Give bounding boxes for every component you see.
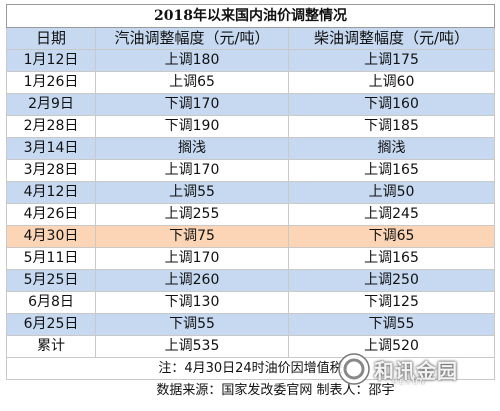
row-diesel: 上调250 xyxy=(288,269,495,292)
row-date: 1月12日 xyxy=(6,49,96,72)
row-date: 3月14日 xyxy=(6,137,96,160)
row-gasoline: 上调180 xyxy=(95,49,289,72)
table-row: 3月14日 搁浅 搁浅 xyxy=(6,137,495,160)
row-gasoline: 下调130 xyxy=(95,291,289,314)
header-row: 日期 汽油调整幅度（元/吨） 柴油调整幅度（元/吨） xyxy=(6,27,495,50)
table-row: 1月26日 上调65 上调60 xyxy=(6,71,495,94)
row-gasoline: 下调190 xyxy=(95,115,289,138)
row-diesel: 下调65 xyxy=(288,225,495,248)
table-row: 5月25日 上调260 上调250 xyxy=(6,269,495,292)
row-diesel: 上调245 xyxy=(288,203,495,226)
row-date: 3月28日 xyxy=(6,159,96,182)
row-gasoline: 上调170 xyxy=(95,247,289,270)
row-diesel: 下调125 xyxy=(288,291,495,314)
table-row: 2月9日 下调170 下调160 xyxy=(6,93,495,116)
row-diesel: 下调185 xyxy=(288,115,495,138)
row-date: 6月25日 xyxy=(6,313,96,336)
row-gasoline: 下调55 xyxy=(95,313,289,336)
row-diesel: 上调60 xyxy=(288,71,495,94)
row-gasoline: 下调170 xyxy=(95,93,289,116)
table-row: 3月28日 上调170 上调165 xyxy=(6,159,495,182)
data-source: 数据来源：国家发改委官网 制表人：邵宇 xyxy=(156,383,395,398)
table-row: 5月11日 上调170 上调165 xyxy=(6,247,495,270)
oil-price-table-sheet: 2018年以来国内油价调整情况 日期 汽油调整幅度（元/吨） 柴油调整幅度（元/… xyxy=(6,4,495,407)
table-body: 1月12日 上调180 上调175 1月26日 上调65 上调60 2月9日 下调170 下调1… xyxy=(6,49,495,336)
header-date: 日期 xyxy=(6,27,96,50)
source-row: 数据来源：国家发改委官网 制表人：邵宇 xyxy=(7,380,495,402)
oil-price-table: 2018年以来国内油价调整情况 日期 汽油调整幅度（元/吨） 柴油调整幅度（元/… xyxy=(6,4,495,401)
note-row: 注：4月30日24时油价因增值税 xyxy=(6,357,495,380)
title-row: 2018年以来国内油价调整情况 xyxy=(6,4,495,28)
row-gasoline: 下调75 xyxy=(95,225,289,248)
row-gasoline: 上调255 xyxy=(95,203,289,226)
row-gasoline: 上调260 xyxy=(95,269,289,292)
table-row: 1月12日 上调180 上调175 xyxy=(6,49,495,72)
row-diesel: 上调165 xyxy=(288,159,495,182)
total-diesel: 上调520 xyxy=(288,335,495,358)
row-diesel: 下调55 xyxy=(288,313,495,336)
row-gasoline: 上调170 xyxy=(95,159,289,182)
row-date: 1月26日 xyxy=(6,71,96,94)
header-diesel: 柴油调整幅度（元/吨） xyxy=(288,27,495,50)
row-gasoline: 上调55 xyxy=(95,181,289,204)
row-diesel: 上调175 xyxy=(288,49,495,72)
table-row: 4月12日 上调55 上调50 xyxy=(6,181,495,204)
table-row: 4月30日 下调75 下调65 xyxy=(6,225,495,248)
row-diesel: 上调50 xyxy=(288,181,495,204)
table-row: 2月28日 下调190 下调185 xyxy=(6,115,495,138)
row-diesel: 下调160 xyxy=(288,93,495,116)
total-label: 累计 xyxy=(6,335,96,358)
table-title: 2018年以来国内油价调整情况 xyxy=(6,4,495,28)
row-date: 2月9日 xyxy=(6,93,96,116)
header-gasoline: 汽油调整幅度（元/吨） xyxy=(95,27,289,50)
row-gasoline: 上调65 xyxy=(95,71,289,94)
row-date: 2月28日 xyxy=(6,115,96,138)
row-date: 4月12日 xyxy=(6,181,96,204)
row-gasoline: 搁浅 xyxy=(95,137,289,160)
table-row: 4月26日 上调255 上调245 xyxy=(6,203,495,226)
row-date: 4月30日 xyxy=(6,225,96,248)
table-row: 6月25日 下调55 下调55 xyxy=(6,313,495,336)
row-date: 4月26日 xyxy=(6,203,96,226)
table-row: 6月8日 下调130 下调125 xyxy=(6,291,495,314)
row-diesel: 搁浅 xyxy=(288,137,495,160)
row-date: 6月8日 xyxy=(6,291,96,314)
row-date: 5月11日 xyxy=(6,247,96,270)
total-gasoline: 上调535 xyxy=(95,335,289,358)
row-diesel: 上调165 xyxy=(288,247,495,270)
footnote: 注：4月30日24时油价因增值税 xyxy=(6,357,495,380)
total-row: 累计 上调535 上调520 xyxy=(6,335,495,358)
row-date: 5月25日 xyxy=(6,269,96,292)
